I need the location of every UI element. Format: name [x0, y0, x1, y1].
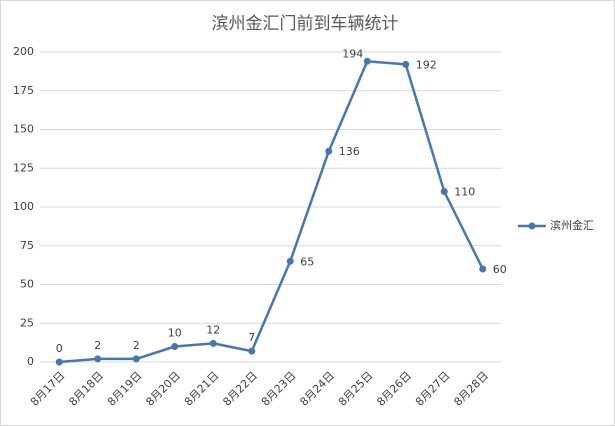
data-label: 7 — [248, 331, 255, 344]
data-label: 0 — [56, 342, 63, 355]
data-label: 2 — [133, 339, 140, 352]
data-label: 2 — [94, 339, 101, 352]
data-point — [325, 147, 333, 155]
y-tick-label: 75 — [20, 239, 34, 252]
data-point — [171, 343, 179, 350]
data-point — [440, 188, 448, 195]
data-label: 192 — [416, 58, 437, 71]
data-point — [248, 347, 256, 355]
legend-label: 滨州金汇 — [550, 218, 594, 232]
data-point — [479, 265, 487, 273]
data-label: 110 — [454, 186, 475, 199]
data-label: 12 — [206, 323, 220, 336]
data-point — [94, 355, 102, 363]
y-tick-label: 175 — [13, 84, 34, 97]
data-point — [55, 358, 63, 366]
data-label: 10 — [168, 327, 182, 340]
data-point — [209, 339, 217, 347]
data-label: 136 — [339, 145, 360, 158]
y-tick-label: 0 — [27, 355, 34, 368]
y-tick-label: 50 — [20, 278, 34, 291]
y-tick-label: 200 — [13, 45, 34, 58]
chart-title: 滨州金汇门前到车辆统计 — [212, 14, 399, 34]
series-line — [59, 60, 484, 364]
y-tick-label: 100 — [13, 200, 34, 213]
data-point — [132, 355, 140, 363]
y-tick-label: 25 — [20, 316, 34, 329]
data-label: 65 — [300, 255, 314, 268]
y-tick-label: 125 — [13, 161, 34, 174]
y-tick-label: 150 — [13, 123, 34, 136]
data-label: 194 — [342, 47, 363, 60]
data-point — [286, 257, 294, 265]
data-point — [363, 57, 371, 65]
legend-marker — [528, 222, 536, 230]
data-label: 60 — [493, 263, 507, 276]
data-point — [402, 60, 410, 68]
